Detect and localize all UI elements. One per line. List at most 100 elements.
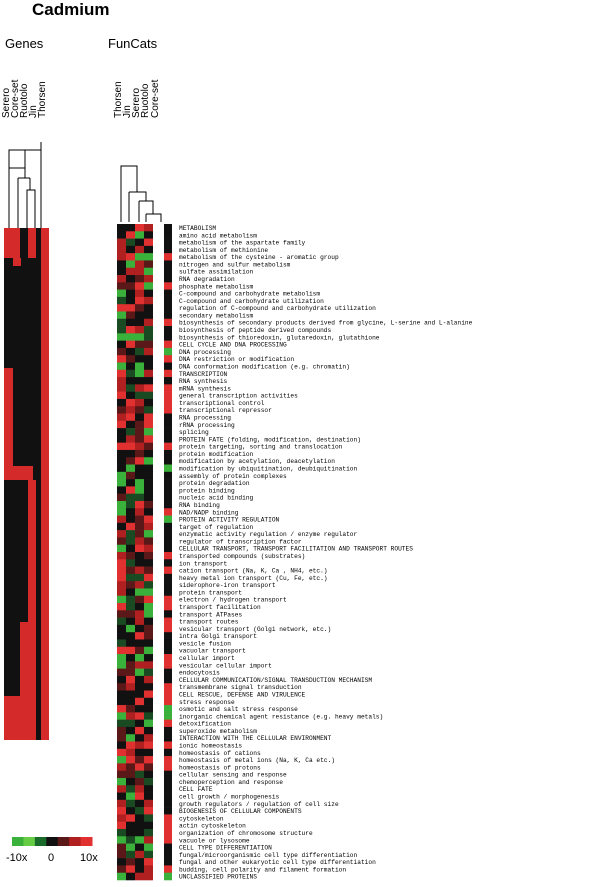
category-label: vesicular transport (Golgi network, etc.… — [179, 626, 331, 633]
funcats-cell — [135, 836, 144, 844]
funcats-cell — [117, 326, 126, 334]
category-label: INTERACTION WITH THE CELLULAR ENVIRONMEN… — [179, 735, 332, 742]
funcats-cell — [117, 471, 126, 480]
funcats-cell — [135, 581, 144, 589]
funcats-cell — [117, 675, 126, 684]
scale-mid-label: 0 — [48, 852, 55, 864]
funcats-cell — [164, 449, 172, 458]
funcats-cell — [126, 296, 135, 305]
funcats-cell — [126, 632, 135, 640]
color-scale-swatch — [69, 837, 82, 846]
funcats-cell — [135, 377, 144, 385]
funcats-cell — [144, 712, 153, 720]
funcats-cell — [144, 668, 153, 677]
funcats-cell — [135, 632, 144, 640]
funcats-cell — [126, 340, 135, 349]
funcats-cell — [117, 785, 126, 793]
funcats-cell — [135, 748, 144, 757]
funcats-cell — [144, 552, 153, 560]
funcats-cell — [164, 646, 172, 655]
funcats-cell — [117, 245, 126, 254]
funcats-cell — [126, 267, 135, 276]
funcats-cell — [117, 828, 126, 837]
funcats-cell — [164, 639, 172, 648]
funcats-cell — [126, 384, 135, 392]
funcats-cell — [135, 690, 144, 699]
funcats-cell — [164, 705, 172, 713]
funcats-cell — [126, 275, 135, 283]
funcats-cell — [135, 406, 144, 414]
funcats-cell — [126, 865, 135, 874]
funcats-cell — [126, 719, 135, 728]
category-label: transcriptional control — [179, 400, 265, 407]
funcats-cell — [144, 289, 153, 298]
funcats-cell — [144, 304, 153, 312]
funcats-cell — [126, 763, 135, 771]
funcats-cell — [135, 661, 144, 669]
funcats-cell — [126, 238, 135, 247]
genes-cell — [28, 228, 36, 258]
category-label: TRANSCRIPTION — [179, 371, 228, 378]
funcats-cell — [117, 624, 126, 633]
funcats-cell — [135, 799, 144, 808]
funcats-cell — [117, 639, 126, 648]
funcats-cell — [126, 624, 135, 633]
funcats-cell — [164, 799, 172, 808]
funcats-cell — [164, 224, 172, 232]
funcats-cell — [117, 690, 126, 699]
funcats-cell — [164, 362, 172, 371]
funcats-cell — [135, 267, 144, 276]
funcats-cell — [126, 377, 135, 385]
funcats-cell — [164, 522, 172, 531]
funcats-cell — [135, 355, 144, 363]
funcats-cell — [126, 668, 135, 677]
category-label: enzymatic activity regulation / enzyme r… — [179, 531, 358, 538]
funcats-cell — [126, 362, 135, 371]
funcats-cell — [144, 581, 153, 589]
funcats-cell — [144, 245, 153, 254]
funcats-cell — [144, 763, 153, 771]
funcats-cell — [117, 610, 126, 618]
category-label: PROTEIN ACTIVITY REGULATION — [179, 517, 280, 524]
category-label: superoxide metabolism — [179, 728, 257, 735]
funcats-cell — [135, 865, 144, 874]
funcats-cell — [135, 508, 144, 516]
funcats-cell — [135, 260, 144, 269]
funcats-cell — [126, 449, 135, 458]
funcats-cell — [164, 355, 172, 363]
funcats-cell — [117, 726, 126, 735]
funcats-cell — [126, 253, 135, 261]
funcats-cell — [117, 770, 126, 779]
funcats-cell — [126, 858, 135, 866]
funcats-cell — [126, 748, 135, 757]
funcats-cell — [164, 537, 172, 546]
funcats-cell — [144, 675, 153, 684]
funcats-cell — [126, 588, 135, 597]
funcats-cell — [164, 792, 172, 801]
category-label: transport facilitation — [179, 604, 261, 611]
category-label: heavy metal ion transport (Cu, Fe, etc.) — [179, 575, 328, 582]
funcats-cell — [164, 406, 172, 414]
funcats-cell — [144, 705, 153, 713]
funcats-cell — [144, 792, 153, 801]
funcats-cell — [117, 646, 126, 655]
funcats-cell — [135, 683, 144, 691]
funcats-cell — [144, 391, 153, 400]
funcats-cell — [117, 865, 126, 874]
funcats-cell — [144, 479, 153, 487]
color-scale-bar — [12, 837, 93, 846]
funcats-cell — [126, 734, 135, 742]
funcats-cell — [117, 428, 126, 436]
category-label: NAD/NADP binding — [179, 509, 239, 516]
funcats-cell — [144, 544, 153, 553]
funcats-cell — [117, 581, 126, 589]
category-label: protein targeting, sorting and transloca… — [179, 444, 343, 451]
funcats-cell — [135, 792, 144, 801]
funcats-cell — [126, 581, 135, 589]
funcats-cell — [135, 756, 144, 764]
category-label: siderophore-iron transport — [179, 582, 276, 589]
funcats-cell — [144, 318, 153, 327]
funcats-cell — [164, 581, 172, 589]
funcats-cell — [144, 362, 153, 371]
